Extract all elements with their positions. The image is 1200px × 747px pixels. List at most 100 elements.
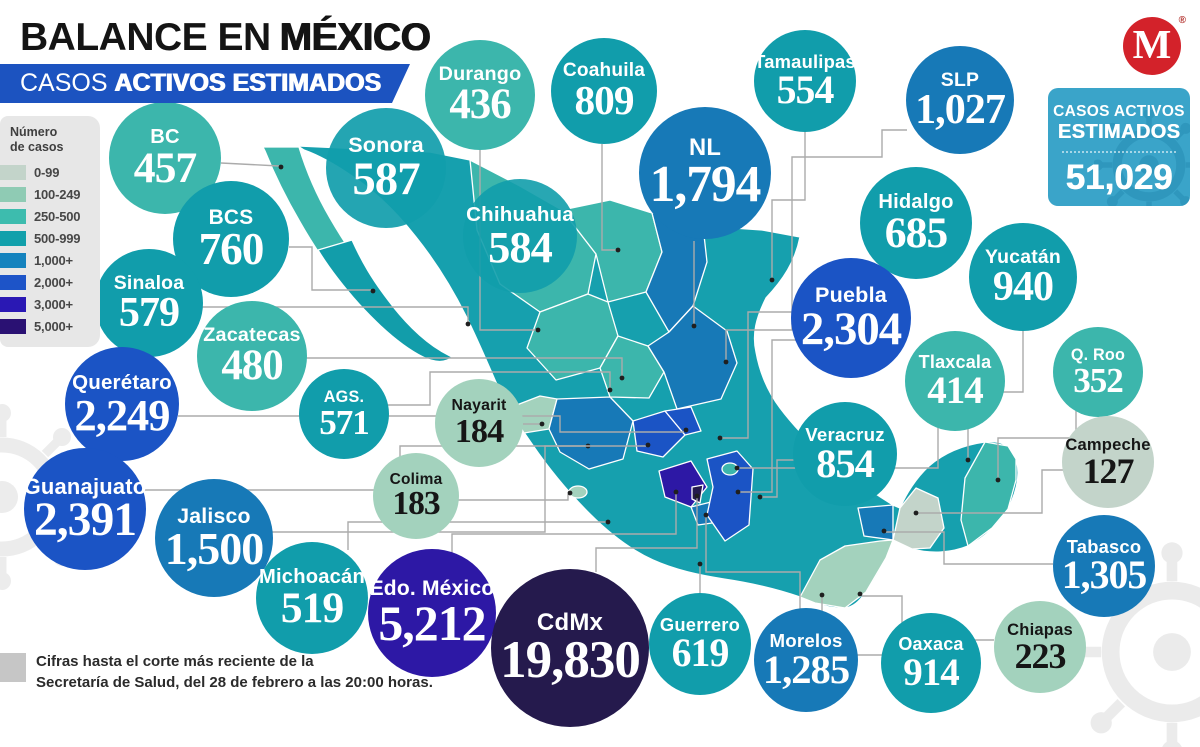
state-bubble-sonora: Sonora 587: [326, 108, 446, 228]
footnote-line1: Cifras hasta el corte más reciente de la: [36, 653, 314, 670]
state-bubble-guanajuato: Guanajuato 2,391: [24, 448, 146, 570]
banner-regular: CASOS: [20, 69, 108, 97]
state-bubble-campeche: Campeche 127: [1062, 416, 1154, 508]
legend-swatch: [0, 296, 26, 312]
state-name: Jalisco: [177, 504, 251, 528]
state-value: 127: [1082, 450, 1135, 491]
legend-item: 500-999: [0, 227, 100, 249]
state-value: 587: [352, 153, 420, 206]
state-bubble-tabasco: Tabasco 1,305: [1053, 515, 1155, 617]
dotted-divider: [1062, 151, 1176, 153]
summary-line2: ESTIMADOS: [1057, 121, 1181, 143]
legend-swatch: [0, 252, 26, 268]
state-value: 914: [903, 650, 959, 694]
state-value: 571: [319, 402, 370, 442]
state-bubble-q-roo: Q. Roo 352: [1053, 327, 1143, 417]
state-value: 184: [454, 412, 504, 451]
legend-label: 3,000+: [34, 296, 73, 312]
footnote: Cifras hasta el corte más reciente de la…: [36, 651, 433, 694]
legend-label: 500-999: [34, 230, 81, 246]
state-bubble-zacatecas: Zacatecas 480: [197, 301, 307, 411]
state-name: Edo. México: [369, 577, 495, 601]
title-regular: BALANCE EN: [20, 16, 271, 59]
legend-swatch: [0, 208, 26, 224]
state-bubble-chihuahua: Chihuahua 584: [463, 179, 577, 293]
legend-swatch: [0, 230, 26, 246]
legend: Número de casos 0-99 100-249 250-500 500-99…: [0, 116, 100, 347]
legend-label: 0-99: [34, 164, 60, 180]
state-value: 940: [992, 263, 1054, 311]
state-name: Chiapas: [1007, 620, 1073, 640]
state-value: 1,794: [649, 156, 762, 214]
page-title: BALANCE EN MÉXICO: [20, 16, 431, 60]
legend-swatch: [0, 274, 26, 290]
state-bubble-sinaloa: Sinaloa 579: [95, 249, 203, 357]
active-cases-summary-box: CASOS ACTIVOS ESTIMADOS 51,029: [1048, 88, 1190, 206]
state-name: Q. Roo: [1070, 345, 1126, 364]
state-bubble-tamaulipas: Tamaulipas 554: [754, 30, 856, 132]
state-name: Sinaloa: [113, 271, 185, 294]
map-puebla: [706, 450, 754, 542]
state-bubble-chiapas: Chiapas 223: [994, 601, 1086, 693]
state-bubble-cdmx: CdMx 19,830: [491, 569, 649, 727]
state-name: CdMx: [536, 609, 604, 637]
state-bubble-guerrero: Guerrero 619: [649, 593, 751, 695]
legend-label: 250-500: [34, 208, 81, 224]
legend-item: 2,000+: [0, 271, 100, 293]
legend-item: 100-249: [0, 183, 100, 205]
state-name: Chihuahua: [466, 203, 574, 227]
state-bubble-hidalgo: Hidalgo 685: [860, 167, 972, 279]
state-value: 554: [776, 67, 835, 112]
state-value: 579: [118, 289, 180, 337]
legend-swatch: [0, 318, 26, 334]
state-name: Hidalgo: [878, 190, 954, 213]
state-value: 2,391: [33, 493, 137, 546]
state-name: Tamaulipas: [754, 51, 856, 73]
state-name: Yucatán: [985, 245, 1061, 268]
state-name: Guanajuato: [23, 473, 147, 499]
registered-mark: ®: [1178, 15, 1186, 26]
subtitle-banner: CASOS ACTIVOS ESTIMADOS: [0, 64, 410, 103]
legend-swatch: [0, 186, 26, 202]
map-jalisco: [548, 396, 634, 470]
state-bubble-oaxaca: Oaxaca 914: [881, 613, 981, 713]
legend-items: 0-99 100-249 250-500 500-999 1,000+ 2,000+ 3,0…: [0, 161, 100, 337]
state-name: Campeche: [1065, 435, 1151, 455]
state-value: 1,027: [915, 86, 1006, 134]
state-name: SLP: [940, 68, 980, 91]
state-name: Morelos: [769, 629, 843, 651]
state-bubble-edo-mexico: Edo. México 5,212: [368, 549, 496, 677]
state-bubble-queretaro: Querétaro 2,249: [65, 347, 179, 461]
state-value: 19,830: [500, 631, 641, 690]
map-quintana-roo: [960, 441, 1017, 547]
state-bubble-colima: Colima 183: [373, 453, 459, 539]
footnote-marker: [0, 653, 26, 682]
map-baja-california-sur: [317, 239, 453, 363]
milenio-logo: M ®: [1123, 15, 1186, 75]
state-bubble-puebla: Puebla 2,304: [791, 258, 911, 378]
state-value: 809: [574, 77, 635, 124]
state-name: Veracruz: [805, 423, 885, 445]
state-value: 1,500: [164, 523, 265, 575]
state-bubble-michoacan: Michoacán 519: [256, 542, 368, 654]
state-name: AGS.: [323, 387, 365, 406]
state-bubble-veracruz: Veracruz 854: [793, 402, 897, 506]
state-name: BCS: [208, 205, 254, 229]
legend-item: 250-500: [0, 205, 100, 227]
state-value: 457: [133, 143, 198, 192]
state-bubble-coahuila: Coahuila 809: [551, 38, 657, 144]
state-bubble-nl: NL 1,794: [639, 107, 771, 239]
state-name: Oaxaca: [898, 634, 964, 655]
state-value: 584: [488, 221, 553, 272]
state-value: 183: [392, 485, 440, 523]
state-bubble-durango: Durango 436: [425, 40, 535, 150]
state-value: 436: [449, 81, 511, 129]
state-name: Zacatecas: [203, 324, 301, 347]
state-value: 2,249: [74, 389, 170, 440]
state-name: Puebla: [814, 282, 887, 308]
state-bubble-nayarit: Nayarit 184: [435, 379, 523, 467]
banner-bold: ACTIVOS ESTIMADOS: [114, 69, 382, 97]
logo-letter: M: [1132, 21, 1172, 67]
legend-item: 0-99: [0, 161, 100, 183]
